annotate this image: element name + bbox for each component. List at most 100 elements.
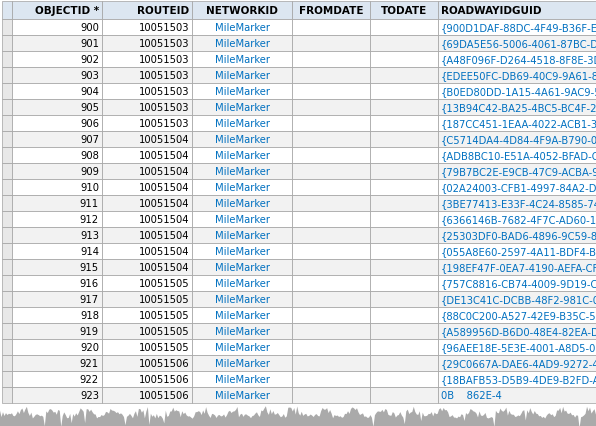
Bar (12, 180, 102, 196)
Bar (292, 20, 370, 36)
Bar (12, 20, 102, 36)
Bar (292, 371, 370, 387)
Bar (370, 116, 438, 132)
Text: {29C0667A-DAE6-4AD9-9272-423B5F2: {29C0667A-DAE6-4AD9-9272-423B5F2 (441, 358, 596, 368)
Text: MileMarker: MileMarker (215, 278, 269, 288)
Text: FROMDATE: FROMDATE (299, 6, 363, 16)
Bar (292, 84, 370, 100)
Text: 907: 907 (80, 135, 99, 145)
Bar (2, 68, 12, 84)
Text: MileMarker: MileMarker (215, 215, 269, 225)
Text: MileMarker: MileMarker (215, 374, 269, 384)
Text: {96AEE18E-5E3E-4001-A8D5-033D037: {96AEE18E-5E3E-4001-A8D5-033D037 (441, 342, 596, 352)
Bar (102, 339, 192, 355)
Bar (102, 196, 192, 211)
Bar (438, 100, 596, 116)
Text: 913: 913 (80, 230, 99, 240)
Text: MileMarker: MileMarker (215, 246, 269, 256)
Bar (370, 132, 438, 148)
Bar (292, 323, 370, 339)
Text: MileMarker: MileMarker (215, 294, 269, 304)
Text: MileMarker: MileMarker (215, 199, 269, 208)
Bar (438, 323, 596, 339)
Text: {02A24003-CFB1-4997-84A2-DE245DA09: {02A24003-CFB1-4997-84A2-DE245DA09 (441, 183, 596, 193)
Text: 10051504: 10051504 (138, 246, 189, 256)
Bar (438, 116, 596, 132)
Bar (102, 2, 192, 20)
Bar (370, 323, 438, 339)
Text: 10051505: 10051505 (138, 294, 189, 304)
Bar (192, 196, 292, 211)
Bar (370, 164, 438, 180)
Bar (292, 100, 370, 116)
Text: {A48F096F-D264-4518-8F8E-3D69C6EBC: {A48F096F-D264-4518-8F8E-3D69C6EBC (441, 55, 596, 65)
Text: MileMarker: MileMarker (215, 71, 269, 81)
Text: {900D1DAF-88DC-4F49-B36F-E574D96: {900D1DAF-88DC-4F49-B36F-E574D96 (441, 23, 596, 33)
Text: MileMarker: MileMarker (215, 167, 269, 177)
Bar (192, 243, 292, 259)
Text: 10051504: 10051504 (138, 199, 189, 208)
Bar (438, 132, 596, 148)
Bar (12, 339, 102, 355)
Bar (292, 2, 370, 20)
Bar (192, 116, 292, 132)
Bar (192, 164, 292, 180)
Bar (192, 339, 292, 355)
Text: MileMarker: MileMarker (215, 151, 269, 161)
Bar (2, 259, 12, 275)
Text: 919: 919 (80, 326, 99, 336)
Bar (370, 2, 438, 20)
Bar (438, 68, 596, 84)
Bar (292, 275, 370, 291)
Text: 903: 903 (80, 71, 99, 81)
Text: 909: 909 (80, 167, 99, 177)
Bar (2, 307, 12, 323)
Bar (0, 0, 2, 426)
Text: {198EF47F-0EA7-4190-AEFA-CF3E6FF: {198EF47F-0EA7-4190-AEFA-CF3E6FF (441, 262, 596, 272)
Text: MileMarker: MileMarker (215, 326, 269, 336)
Text: MileMarker: MileMarker (215, 119, 269, 129)
Bar (438, 164, 596, 180)
Text: 901: 901 (80, 39, 99, 49)
Bar (192, 180, 292, 196)
Text: 917: 917 (80, 294, 99, 304)
Bar (192, 275, 292, 291)
Text: 905: 905 (80, 103, 99, 113)
Bar (12, 291, 102, 307)
Bar (438, 2, 596, 20)
Text: MileMarker: MileMarker (215, 87, 269, 97)
Bar (2, 36, 12, 52)
Bar (2, 148, 12, 164)
Text: 10051504: 10051504 (138, 135, 189, 145)
Bar (292, 196, 370, 211)
Bar (2, 164, 12, 180)
Bar (12, 211, 102, 227)
Text: 10051506: 10051506 (138, 390, 189, 400)
Text: 10051505: 10051505 (138, 310, 189, 320)
Bar (292, 259, 370, 275)
Bar (102, 211, 192, 227)
Text: 923: 923 (80, 390, 99, 400)
Text: {88C0C200-A527-42E9-B35C-5E481F100: {88C0C200-A527-42E9-B35C-5E481F100 (441, 310, 596, 320)
Text: 10051505: 10051505 (138, 326, 189, 336)
Text: {6366146B-7682-4F7C-AD60-12E941D: {6366146B-7682-4F7C-AD60-12E941D (441, 215, 596, 225)
Bar (438, 355, 596, 371)
Bar (370, 259, 438, 275)
Bar (192, 259, 292, 275)
Bar (192, 2, 292, 20)
Bar (102, 132, 192, 148)
Bar (2, 196, 12, 211)
Text: 918: 918 (80, 310, 99, 320)
Bar (2, 20, 12, 36)
Bar (292, 211, 370, 227)
Bar (292, 36, 370, 52)
Text: NETWORKID: NETWORKID (206, 6, 278, 16)
Bar (12, 227, 102, 243)
Bar (370, 180, 438, 196)
Bar (102, 148, 192, 164)
Bar (438, 36, 596, 52)
Bar (102, 164, 192, 180)
Bar (102, 227, 192, 243)
Text: TODATE: TODATE (381, 6, 427, 16)
Bar (292, 180, 370, 196)
